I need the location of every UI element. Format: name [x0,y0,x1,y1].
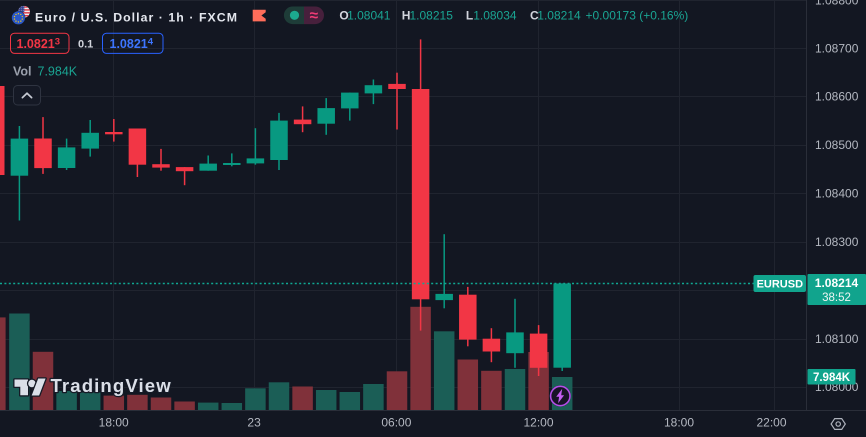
svg-text:18:00: 18:00 [99,416,129,430]
svg-text:≈: ≈ [309,8,318,25]
svg-text:1.08700: 1.08700 [815,41,859,55]
svg-text:O: O [339,9,348,23]
svg-text:1.08214: 1.08214 [110,37,154,52]
svg-text:1.08034: 1.08034 [473,9,517,23]
svg-text:12:00: 12:00 [523,416,553,430]
svg-text:23: 23 [247,416,261,430]
svg-text:EURUSD: EURUSD [757,279,804,291]
svg-text:1.08500: 1.08500 [815,138,859,152]
svg-text:1.08213: 1.08213 [17,37,61,52]
svg-text:0.1: 0.1 [78,39,93,51]
svg-text:38:52: 38:52 [822,292,851,304]
svg-text:Euro / U.S. Dollar · 1h · FXCM: Euro / U.S. Dollar · 1h · FXCM [35,10,238,24]
svg-text:1.08800: 1.08800 [815,0,859,7]
svg-text:1.08600: 1.08600 [815,90,859,104]
svg-text:1.08100: 1.08100 [815,332,859,346]
svg-text:1.08214: 1.08214 [815,276,859,290]
svg-text:18:00: 18:00 [664,416,694,430]
svg-text:7.984K: 7.984K [38,64,78,78]
svg-text:C: C [530,9,539,23]
svg-text:22:00: 22:00 [756,416,786,430]
svg-text:L: L [466,9,473,23]
svg-text:1.08214: 1.08214 [537,9,581,23]
svg-text:TradingView: TradingView [51,375,172,396]
svg-text:Vol: Vol [13,64,32,78]
svg-text:7.984K: 7.984K [813,372,851,384]
svg-text:1.08400: 1.08400 [815,187,859,201]
svg-text:06:00: 06:00 [381,416,411,430]
svg-text:1.08300: 1.08300 [815,235,859,249]
svg-text:1.08041: 1.08041 [347,9,391,23]
svg-text:H: H [402,9,411,23]
svg-text:1.08215: 1.08215 [410,9,454,23]
svg-text:+0.00173 (+0.16%): +0.00173 (+0.16%) [586,9,689,23]
